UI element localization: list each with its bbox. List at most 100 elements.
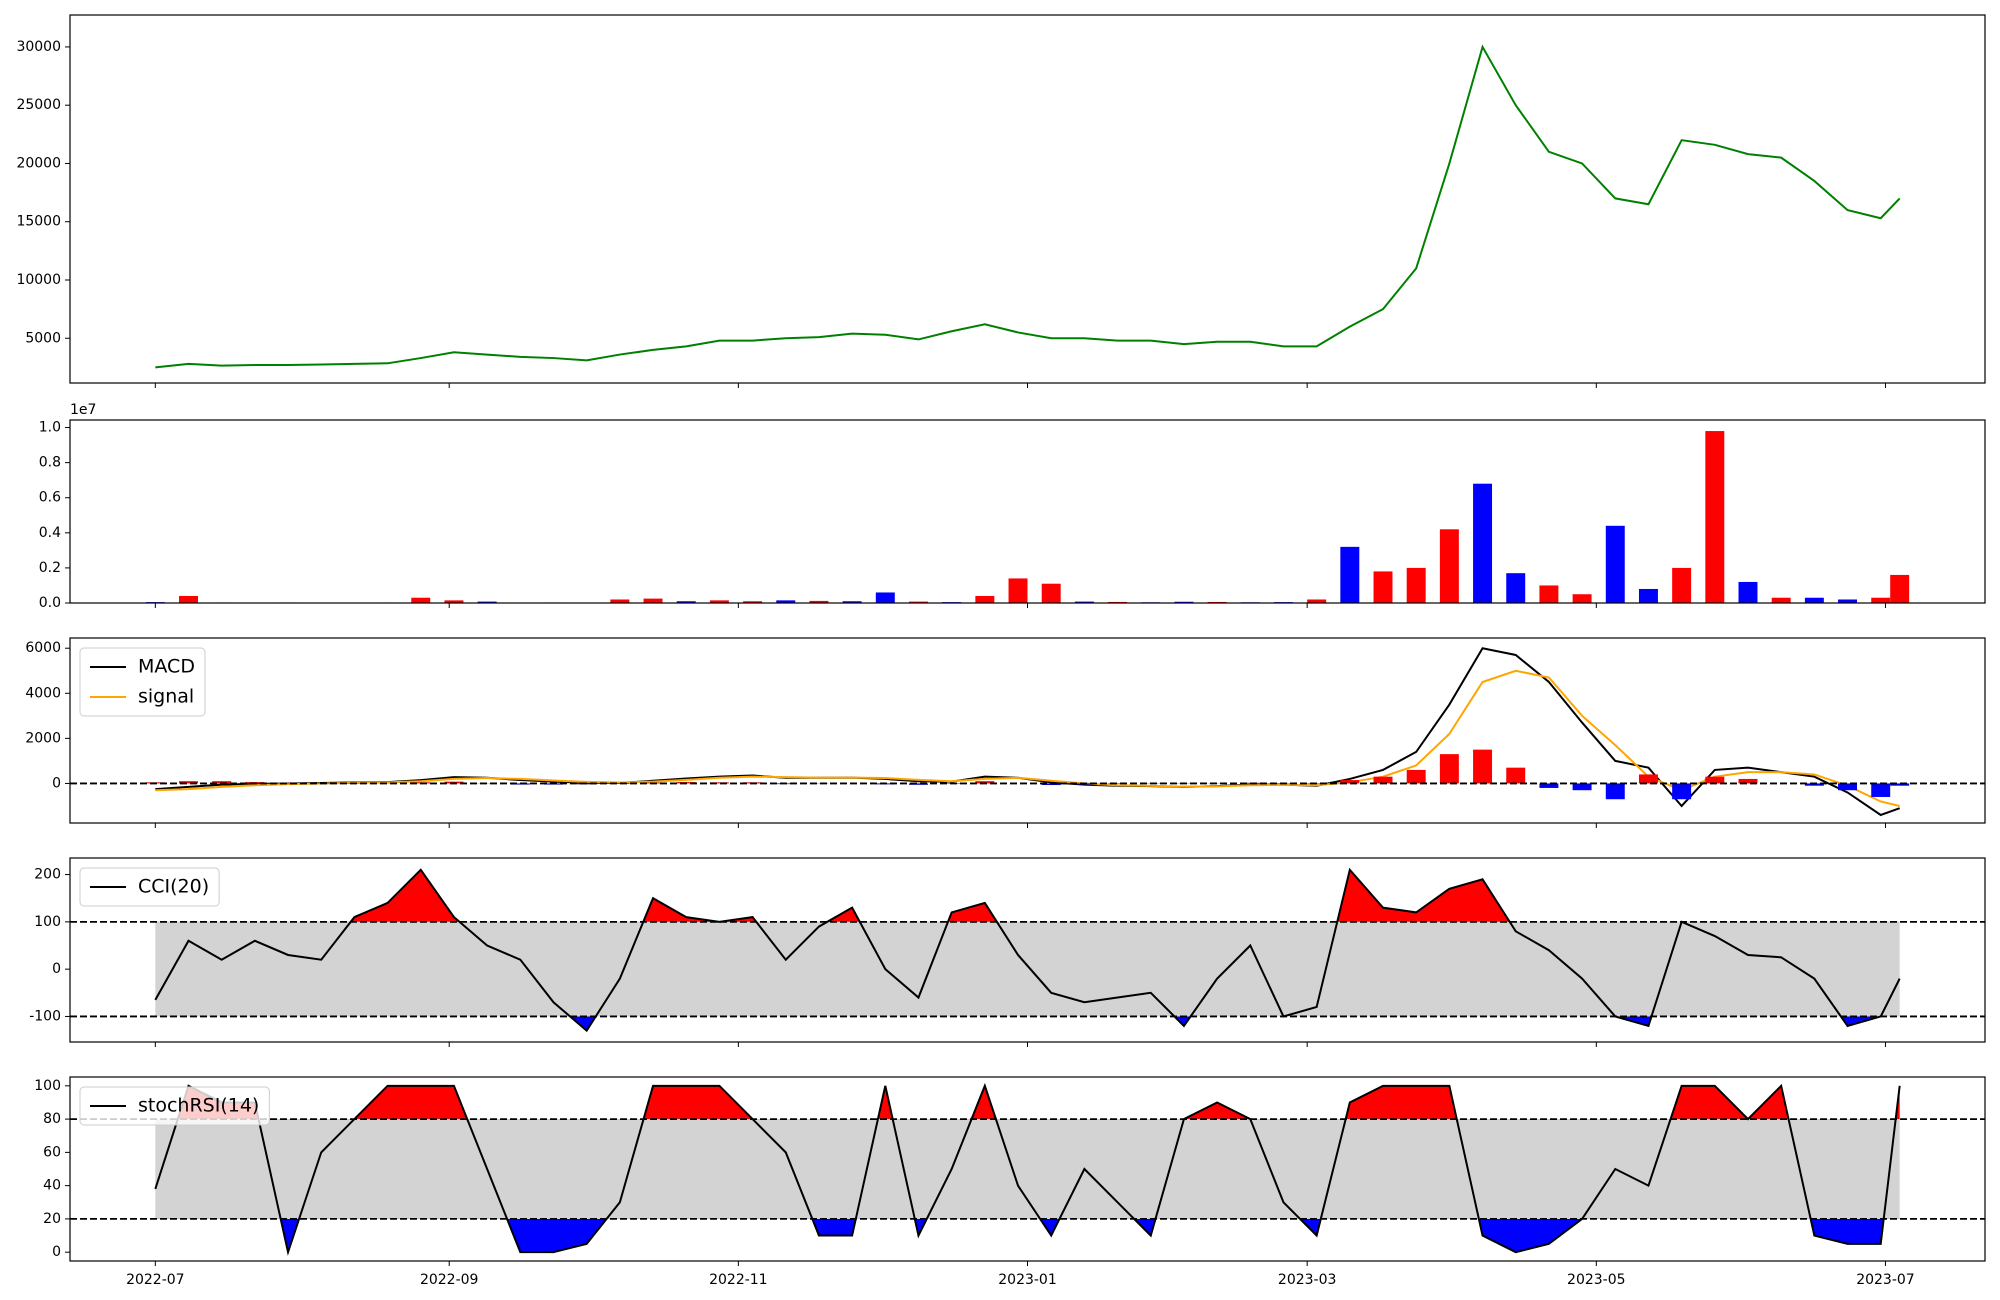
line <box>154 867 1901 1033</box>
bar <box>676 601 696 603</box>
legend-box <box>79 867 220 907</box>
band <box>155 1119 1900 1219</box>
y-tick-label: 80 <box>43 1111 61 1127</box>
line <box>155 647 1901 817</box>
bar <box>809 600 829 603</box>
bar <box>1804 783 1824 786</box>
plot-area <box>145 647 1910 817</box>
y-tick-label: 0.8 <box>39 455 61 471</box>
y-tick-label: 100 <box>34 914 61 930</box>
y-tick-label: 20000 <box>16 155 61 171</box>
legend-label: stochRSI(14) <box>138 1095 259 1117</box>
bar <box>1572 594 1592 603</box>
bar <box>1041 583 1061 603</box>
bar <box>1074 601 1094 603</box>
bar <box>1506 573 1526 603</box>
threshold-fill <box>155 1085 1900 1120</box>
axes-frame <box>69 637 1986 824</box>
plot-area <box>145 431 1910 603</box>
legend: CCI(20) <box>79 867 220 907</box>
axes-frame <box>69 419 1986 604</box>
y-tick-label: 100 <box>34 1078 61 1094</box>
x-tick-label: 2022-09 <box>420 1272 479 1288</box>
bar <box>1439 754 1459 784</box>
legend-label: signal <box>138 686 194 708</box>
bar <box>1890 574 1910 603</box>
bar <box>842 601 862 603</box>
bar <box>1705 431 1725 603</box>
bar <box>1307 599 1327 603</box>
y-tick-label: 0.2 <box>39 560 61 576</box>
y-tick-label: 4000 <box>25 685 61 701</box>
bar <box>1638 588 1658 603</box>
bar <box>1672 783 1692 800</box>
offset-label: 1e7 <box>70 402 96 418</box>
y-tick-label: -100 <box>29 1008 61 1024</box>
plot-area <box>154 1082 1901 1256</box>
y-tick-label: 0 <box>52 1244 61 1260</box>
y-tick-label: 25000 <box>16 97 61 113</box>
bar <box>1771 597 1791 603</box>
legend-label: CCI(20) <box>138 876 209 898</box>
bar <box>444 600 464 603</box>
x-tick-label: 2022-07 <box>126 1272 185 1288</box>
bar <box>1473 749 1493 784</box>
y-tick-label: 30000 <box>16 39 61 55</box>
bar <box>1605 525 1625 603</box>
plot-area <box>154 867 1901 1033</box>
bar <box>1373 571 1393 603</box>
bar <box>1838 599 1858 603</box>
bar <box>1439 529 1459 603</box>
bar <box>1705 776 1725 784</box>
bar <box>975 595 995 603</box>
y-tick-label: 0.6 <box>39 490 61 506</box>
bar <box>1871 783 1891 797</box>
bar <box>1605 783 1625 800</box>
bar <box>1638 774 1658 784</box>
legend-box <box>79 647 206 717</box>
bar <box>709 782 729 784</box>
x-tick-label: 2023-05 <box>1567 1272 1626 1288</box>
y-tick-label: 15000 <box>16 214 61 230</box>
y-tick-label: 1.0 <box>39 420 61 436</box>
x-tick-label: 2022-11 <box>709 1272 768 1288</box>
bar <box>1738 581 1758 603</box>
legend: MACD signal <box>79 647 206 717</box>
bar <box>643 598 663 603</box>
bar <box>908 783 928 785</box>
bar <box>975 781 995 784</box>
bar <box>444 781 464 784</box>
bar <box>1340 780 1360 784</box>
legend: stochRSI(14) <box>79 1086 270 1126</box>
bar <box>212 781 232 784</box>
bar <box>1473 483 1493 603</box>
y-tick-label: 60 <box>43 1144 61 1160</box>
threshold-fill <box>155 1218 1900 1253</box>
line <box>155 669 1900 807</box>
y-tick-label: 0.0 <box>39 595 61 611</box>
bar <box>1539 585 1559 603</box>
line <box>154 1082 1901 1256</box>
bar <box>776 600 796 603</box>
x-tick-label: 2023-03 <box>1278 1272 1337 1288</box>
bar <box>278 782 298 784</box>
y-tick-label: 200 <box>34 867 61 883</box>
band <box>155 921 1900 1017</box>
bar <box>1572 783 1592 791</box>
bar <box>1174 601 1194 603</box>
y-tick-label: 6000 <box>25 640 61 656</box>
threshold-fill <box>155 869 1900 922</box>
y-tick-label: 10000 <box>16 272 61 288</box>
bar <box>1406 769 1426 784</box>
bar <box>1672 567 1692 603</box>
y-tick-label: 40 <box>43 1178 61 1194</box>
y-tick-label: 0 <box>52 961 61 977</box>
bar <box>610 599 630 603</box>
line <box>155 44 1901 369</box>
y-tick-label: 5000 <box>25 330 61 346</box>
bar <box>179 781 198 784</box>
bar <box>477 601 497 603</box>
bar <box>1506 767 1526 784</box>
bar <box>1738 778 1758 784</box>
